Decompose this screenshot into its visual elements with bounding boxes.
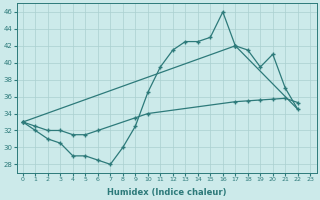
- X-axis label: Humidex (Indice chaleur): Humidex (Indice chaleur): [107, 188, 226, 197]
